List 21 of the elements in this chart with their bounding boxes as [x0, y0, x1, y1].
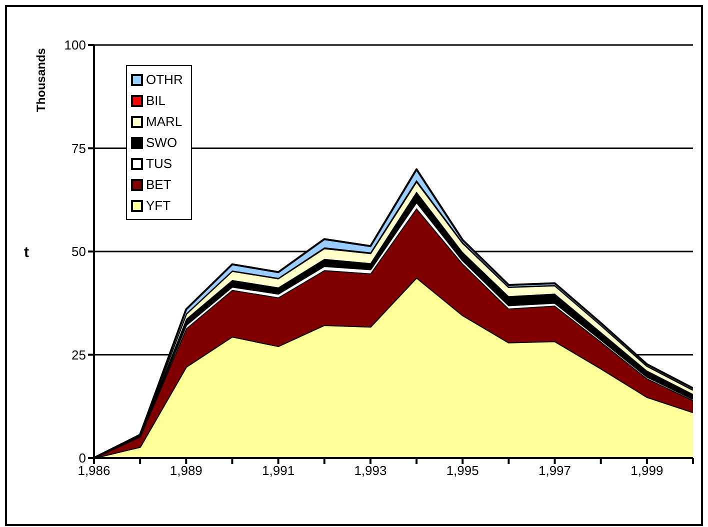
legend-label: TUS: [146, 156, 172, 171]
x-tick-label: 1,997: [538, 463, 572, 478]
legend-label: OTHR: [146, 72, 183, 87]
y-tick-label: 0: [78, 450, 86, 466]
legend-label: SWO: [146, 135, 178, 150]
y-tick-label: 100: [64, 38, 86, 53]
x-tick-label: 1,999: [630, 463, 664, 478]
legend-label: YFT: [146, 198, 171, 213]
x-tick-label: 1,993: [354, 463, 387, 478]
legend-label: BIL: [146, 93, 166, 108]
x-tick-label: 1,995: [446, 463, 479, 478]
legend-label: BET: [146, 177, 172, 192]
y-tick-label: 75: [72, 140, 86, 156]
legend-label: MARL: [146, 114, 182, 129]
x-tick-label: 1,986: [78, 463, 110, 478]
y-tick-label: 50: [72, 244, 86, 260]
y-tick-label: 25: [72, 347, 86, 362]
x-tick-label: 1,989: [170, 463, 202, 478]
x-tick-label: 1,991: [262, 463, 295, 478]
y-axis-title: t: [24, 244, 29, 261]
text: Thousands: [34, 48, 48, 112]
